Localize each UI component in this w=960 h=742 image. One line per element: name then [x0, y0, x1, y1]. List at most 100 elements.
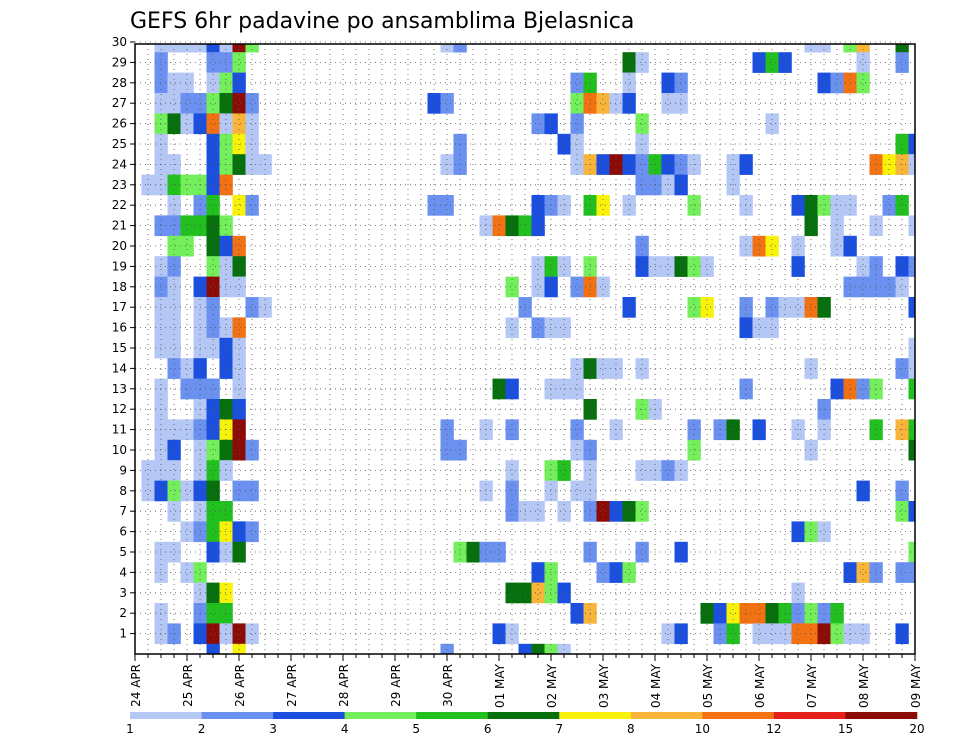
heatmap-cell: [167, 460, 181, 481]
heatmap-cell: [206, 256, 220, 277]
colorbar-swatch: [416, 712, 489, 719]
heatmap-cell: [167, 297, 181, 318]
heatmap-cell: [154, 297, 168, 318]
heatmap-cell: [232, 52, 246, 73]
heatmap-cell: [635, 358, 649, 379]
heatmap-cell: [908, 256, 916, 277]
heatmap-cell: [206, 460, 220, 481]
heatmap-cell: [505, 317, 519, 339]
heatmap-cell: [219, 582, 233, 604]
heatmap-cell: [245, 623, 259, 645]
heatmap-cell: [791, 256, 805, 277]
heatmap-cell: [869, 562, 883, 583]
heatmap-cell: [505, 460, 519, 481]
heatmap-cell: [154, 317, 168, 339]
heatmap-cell: [232, 113, 246, 135]
y-axis: 1234567891011121314151617181920212223242…: [112, 35, 135, 641]
heatmap-cell: [167, 44, 181, 53]
heatmap-cell: [206, 93, 220, 114]
heatmap-cell: [531, 501, 545, 522]
heatmap-cell: [180, 358, 194, 379]
y-tick-label: 27: [112, 96, 127, 110]
heatmap-cell: [531, 582, 545, 604]
heatmap-cell: [687, 195, 701, 216]
heatmap-cell: [154, 276, 168, 298]
heatmap-cell: [817, 623, 831, 645]
heatmap-cell: [739, 195, 753, 216]
heatmap-cell: [141, 480, 155, 502]
heatmap-cell: [752, 603, 766, 624]
y-tick-label: 2: [119, 606, 127, 620]
heatmap-cell: [622, 195, 636, 216]
heatmap-cell: [206, 603, 220, 624]
heatmap-cell: [817, 72, 831, 94]
y-tick-label: 13: [112, 382, 127, 396]
heatmap-cell: [596, 358, 610, 379]
heatmap-cell: [206, 337, 220, 359]
heatmap-cell: [154, 256, 168, 277]
heatmap-cell: [531, 215, 545, 237]
heatmap-cell: [154, 52, 168, 73]
heatmap-cell: [505, 501, 519, 522]
heatmap-cell: [154, 72, 168, 94]
heatmap-cell: [570, 72, 584, 94]
heatmap-cell: [609, 93, 623, 114]
heatmap-cell: [440, 195, 454, 216]
y-tick-label: 10: [112, 443, 127, 457]
x-tick-label: 24 APR: [129, 664, 143, 707]
x-tick-label: 09 MAY: [909, 663, 923, 708]
heatmap-cell: [804, 297, 818, 318]
heatmap-cell: [427, 93, 441, 114]
heatmap-cell: [245, 439, 259, 461]
y-tick-label: 16: [112, 321, 127, 335]
heatmap-cell: [908, 297, 916, 318]
colorbar-label: 15: [838, 722, 853, 736]
x-tick-label: 07 MAY: [805, 663, 819, 708]
heatmap-cell: [791, 582, 805, 604]
y-tick-label: 20: [112, 239, 127, 253]
heatmap-cell: [206, 501, 220, 522]
heatmap-cell: [687, 256, 701, 277]
colorbar-swatch: [702, 712, 775, 719]
heatmap-cell: [674, 72, 688, 94]
heatmap-cell: [557, 256, 571, 277]
heatmap-cell: [219, 113, 233, 135]
heatmap-cell: [427, 195, 441, 216]
heatmap-cell: [687, 439, 701, 461]
heatmap-cell: [596, 276, 610, 298]
heatmap-cell: [908, 541, 916, 563]
heatmap-cell: [817, 297, 831, 318]
heatmap-cell: [154, 113, 168, 135]
heatmap-cell: [219, 358, 233, 379]
heatmap-cell: [895, 623, 909, 645]
heatmap-cell: [635, 501, 649, 522]
heatmap-cell: [856, 44, 870, 53]
y-tick-label: 25: [112, 137, 127, 151]
heatmap-cell: [219, 337, 233, 359]
heatmap-cell: [505, 623, 519, 645]
y-tick-label: 24: [112, 157, 127, 171]
heatmap-cell: [830, 378, 844, 400]
heatmap-cell: [739, 297, 753, 318]
heatmap-cell: [830, 72, 844, 94]
y-tick-label: 26: [112, 117, 127, 131]
heatmap-cell: [895, 44, 909, 53]
heatmap-cell: [531, 195, 545, 216]
heatmap-cell: [531, 113, 545, 135]
heatmap-cell: [791, 195, 805, 216]
x-tick-label: 30 APR: [441, 664, 455, 707]
heatmap-cell: [544, 378, 558, 400]
heatmap-cell: [154, 439, 168, 461]
heatmap-cell: [544, 480, 558, 502]
heatmap-cell: [661, 72, 675, 94]
heatmap-cell: [752, 52, 766, 73]
heatmap-cell: [492, 541, 506, 563]
heatmap-cell: [830, 215, 844, 237]
heatmap-cell: [895, 195, 909, 216]
heatmap-cell: [232, 317, 246, 339]
heatmap-cell: [440, 93, 454, 114]
heatmap-cell: [856, 623, 870, 645]
heatmap-cell: [193, 44, 207, 53]
heatmap-cell: [791, 603, 805, 624]
heatmap-cell: [869, 215, 883, 237]
